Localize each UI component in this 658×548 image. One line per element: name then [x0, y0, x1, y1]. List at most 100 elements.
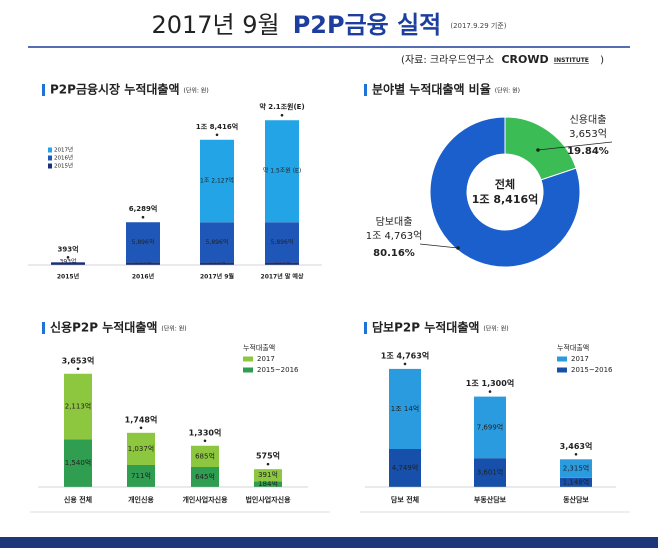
- bar-segment: [265, 262, 299, 265]
- segment-label: 5,896억: [206, 238, 229, 246]
- legend-swatch: [243, 356, 253, 362]
- total-dot: [203, 439, 207, 443]
- segment-label: 393억: [60, 258, 77, 266]
- x-tick-label: 개인사업자신용: [182, 495, 228, 504]
- chart-title: 신용P2P 누적대출액: [50, 320, 157, 335]
- unit-note: (단위: 원): [161, 325, 186, 333]
- segment-label: 1조 2,127억: [200, 177, 234, 185]
- segment-label: 2,315억: [563, 465, 589, 473]
- legend-label: 2016년: [54, 154, 73, 162]
- source-brand-sub: INSTITUTE: [554, 57, 589, 64]
- slice-name: 담보대출: [376, 216, 413, 228]
- bar-segment: [560, 477, 592, 487]
- x-tick-label: 부동산담보: [474, 495, 507, 504]
- chart-title: 분야별 누적대출액 비율: [372, 82, 491, 97]
- slice-name: 신용대출: [570, 114, 607, 126]
- segment-label: 1조 14억: [391, 405, 419, 413]
- total-label: 1,748억: [125, 414, 158, 424]
- leader-line: [537, 141, 613, 151]
- leader-line: [419, 243, 459, 249]
- legend-label: 2015~2016: [257, 366, 299, 374]
- title-marker: [364, 84, 367, 96]
- total-label: 6,289억: [129, 204, 158, 213]
- bar-segment: [254, 469, 282, 482]
- total-label: 1조 4,763억: [381, 350, 429, 360]
- source-brand: CROWD: [501, 53, 548, 66]
- bar-segment: [126, 222, 160, 263]
- segment-label: 1,148억: [563, 478, 589, 486]
- slice-amount: 3,653억: [569, 128, 607, 140]
- bar-segment: [126, 262, 160, 265]
- bar-segment: [265, 222, 299, 263]
- center-label: 전체: [495, 177, 515, 191]
- legend-swatch: [48, 147, 52, 153]
- segment-label: 1,037억: [128, 445, 154, 453]
- segment-label: 7,699억: [477, 423, 503, 431]
- x-tick-label: 2015년: [57, 273, 80, 281]
- total-dot: [488, 390, 492, 393]
- bar-segment: [200, 139, 234, 223]
- total-dot: [266, 462, 270, 466]
- segment-label: 645억: [195, 473, 215, 481]
- segment-label: 3,601억: [477, 469, 503, 477]
- total-dot: [574, 452, 578, 456]
- total-label: 3,653억: [62, 355, 95, 365]
- bar-segment: [64, 439, 92, 487]
- legend-label: 2017: [571, 355, 589, 363]
- legend-label: 2015~2016: [571, 366, 613, 374]
- total-dot: [215, 133, 219, 137]
- segment-label: 1,540억: [65, 459, 91, 467]
- leader-dot: [456, 246, 460, 250]
- bar-segment: [474, 396, 506, 459]
- bar-segment: [389, 449, 421, 487]
- donut-hole: [468, 155, 542, 229]
- title-highlight: P2P금융 실적: [293, 11, 442, 39]
- segment-label: 2,113억: [65, 403, 91, 411]
- title-marker: [42, 84, 45, 96]
- bar-segment: [64, 373, 92, 440]
- title-prefix: 2017년 9월: [151, 11, 279, 39]
- total-dot: [280, 113, 284, 117]
- x-tick-label: 동산담보: [563, 495, 589, 504]
- legend-swatch: [48, 163, 52, 169]
- segment-label: 685억: [195, 452, 215, 460]
- bar-segment: [200, 222, 234, 263]
- bar-segment: [389, 368, 421, 450]
- total-label: 575억: [256, 451, 280, 461]
- unit-note: (단위: 원): [495, 87, 520, 95]
- legend-label: 2017년: [54, 146, 73, 154]
- legend-label: 2015년: [54, 162, 73, 170]
- center-value: 1조 8,416억: [472, 193, 539, 206]
- title-marker: [42, 322, 45, 334]
- bar-segment: [200, 262, 234, 265]
- legend-title: 누적대출액: [557, 343, 589, 352]
- slice-percent: 19.84%: [567, 146, 609, 157]
- x-tick-label: 신용 전체: [64, 495, 92, 504]
- bar-segment: [127, 464, 155, 487]
- bar-segment: [254, 481, 282, 487]
- segment-label: 5,896억: [271, 238, 294, 246]
- x-tick-label: 법인사업자신용: [245, 495, 291, 504]
- bar-segment: [265, 120, 299, 223]
- source-suffix: ): [600, 55, 604, 66]
- chart-title: 담보P2P 누적대출액: [372, 320, 479, 335]
- source-prefix: (자료: 크라우드연구소: [401, 54, 494, 66]
- segment-label: 711억: [131, 472, 151, 480]
- total-label: 1조 1,300억: [466, 378, 514, 388]
- chart-title: P2P금융시장 누적대출액: [50, 82, 179, 97]
- total-dot: [403, 362, 407, 366]
- header-title: 2017년 9월 P2P금융 실적 (2017.9.29 기준): [151, 11, 506, 39]
- leader-dot: [536, 148, 540, 152]
- bar-segment: [474, 458, 506, 487]
- total-label: 393억: [57, 244, 78, 253]
- donut-slice: [429, 116, 581, 268]
- total-label: 3,463억: [560, 441, 593, 451]
- segment-label: 5,896억: [132, 238, 155, 246]
- legend-label: 2017: [257, 355, 275, 363]
- x-tick-label: 개인신용: [128, 495, 154, 504]
- unit-note: (단위: 원): [183, 87, 208, 95]
- segment-label: 4,749억: [392, 464, 418, 472]
- legend-swatch: [557, 367, 567, 373]
- total-label: 1,330억: [189, 427, 222, 437]
